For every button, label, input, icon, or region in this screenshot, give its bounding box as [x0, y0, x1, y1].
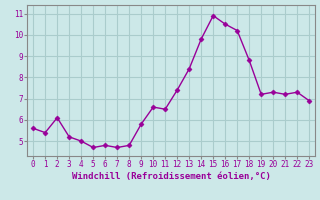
X-axis label: Windchill (Refroidissement éolien,°C): Windchill (Refroidissement éolien,°C)	[72, 172, 271, 181]
